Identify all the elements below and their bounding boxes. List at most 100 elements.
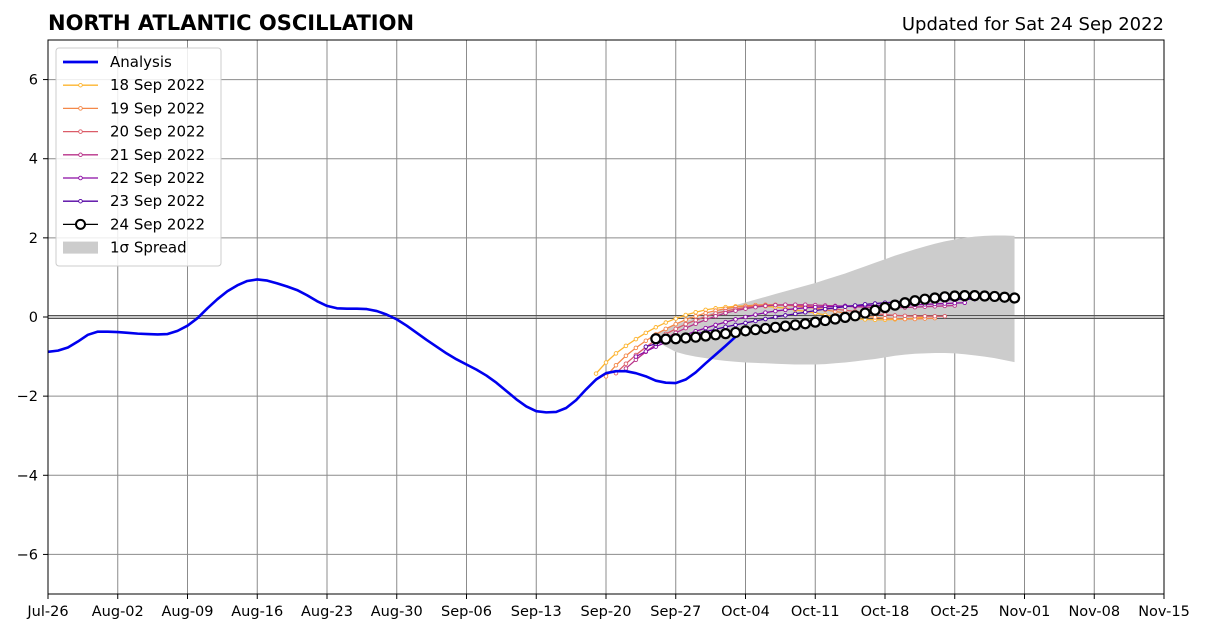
forecast-point [739,325,752,337]
legend-label: 23 Sep 2022 [110,192,205,210]
forecast-point [842,308,848,313]
forecast-point [729,326,742,339]
forecast-point [633,336,639,342]
forecast-point [919,293,931,305]
legend-marker [78,82,83,88]
x-tick-label: Oct-18 [861,604,910,620]
x-tick-label: Oct-11 [791,604,840,620]
forecast-point [979,290,991,302]
x-tick-label: Oct-25 [930,604,979,620]
forecast-point [799,318,811,330]
x-tick-label: Aug-02 [92,604,144,620]
chart-subtitle: Updated for Sat 24 Sep 2022 [902,14,1164,35]
forecast-point [813,304,818,310]
x-tick-label: Aug-30 [371,604,423,620]
x-tick-label: Oct-04 [721,604,770,620]
forecast-point [723,319,728,325]
forecast-point [743,320,748,326]
legend-marker [78,152,83,158]
forecast-point [849,310,861,322]
forecast-point [793,306,798,311]
forecast-point [789,319,801,331]
forecast-point [942,313,948,319]
forecast-point [680,332,692,344]
x-tick-label: Aug-23 [301,604,353,620]
forecast-point [690,331,702,343]
chart-title: NORTH ATLANTIC OSCILLATION [48,11,414,35]
series-forecast-24-sep-2022 [650,290,1021,345]
forecast-point [743,306,748,311]
forecast-point [613,351,619,356]
forecast-point [653,325,659,330]
forecast-point [773,308,778,314]
forecast-point [952,300,958,306]
legend-label: 24 Sep 2022 [110,215,205,233]
forecast-point [902,313,908,319]
forecast-point [959,290,971,302]
forecast-point [912,313,918,319]
forecast-point [593,371,599,376]
forecast-point [673,316,679,321]
series-analysis [47,278,737,414]
forecast-point [879,301,891,314]
forecast-point [743,314,748,320]
forecast-point [633,345,639,351]
legend-entry-18-sep-2022: 18 Sep 2022 [63,76,205,94]
forecast-point [1008,292,1021,304]
forecast-point [783,302,788,307]
forecast-point [829,313,841,325]
forecast-point [819,314,831,327]
forecast-point [929,292,941,304]
forecast-point [793,311,798,317]
forecast-point [859,307,871,319]
x-tick-label: Sep-06 [441,604,492,620]
forecast-point [882,312,888,317]
forecast-point [998,291,1011,303]
forecast-point [803,305,808,311]
forecast-point [962,300,967,306]
legend-label: Analysis [110,53,172,71]
forecast-point [643,344,649,349]
forecast-point [769,321,781,333]
y-tick-label: −4 [17,468,38,484]
x-tick-label: Jul-26 [26,604,68,620]
legend-box [55,47,222,267]
forecast-point [693,321,698,326]
forecast-point [922,313,928,319]
legend-label: 21 Sep 2022 [110,146,205,164]
forecast-point [683,312,688,318]
legend-entry-1-spread: 1σ Spread [63,239,187,257]
forecast-point [773,314,778,320]
forecast-point [733,322,738,328]
forecast-point [892,313,898,318]
forecast-point [623,353,629,359]
x-tick-label: Aug-09 [162,604,214,620]
forecast-point [862,302,868,307]
legend-label: 19 Sep 2022 [110,99,205,117]
legend-marker [78,198,83,204]
legend-swatch [63,241,98,254]
forecast-point [710,329,722,341]
analysis-line [47,278,737,414]
forecast-point [603,360,609,365]
forecast-point [763,316,768,322]
forecast-point [909,295,921,307]
forecast-point [793,302,798,307]
y-tick-label: −6 [17,547,38,563]
legend-entry-24-sep-2022: 24 Sep 2022 [63,215,205,233]
forecast-point [703,317,708,323]
x-tick-label: Nov-15 [1138,604,1190,620]
forecast-point [683,317,688,323]
forecast-point [763,303,768,309]
y-tick-label: −2 [17,389,38,405]
forecast-point [949,290,961,302]
forecast-point [613,363,619,368]
forecast-point [663,326,669,332]
forecast-point [683,325,688,331]
forecast-point [773,302,778,308]
forecast-point [832,305,838,311]
forecast-point [733,308,738,313]
forecast-point [869,304,881,316]
forecast-point [670,333,682,345]
legend-marker [78,129,83,134]
